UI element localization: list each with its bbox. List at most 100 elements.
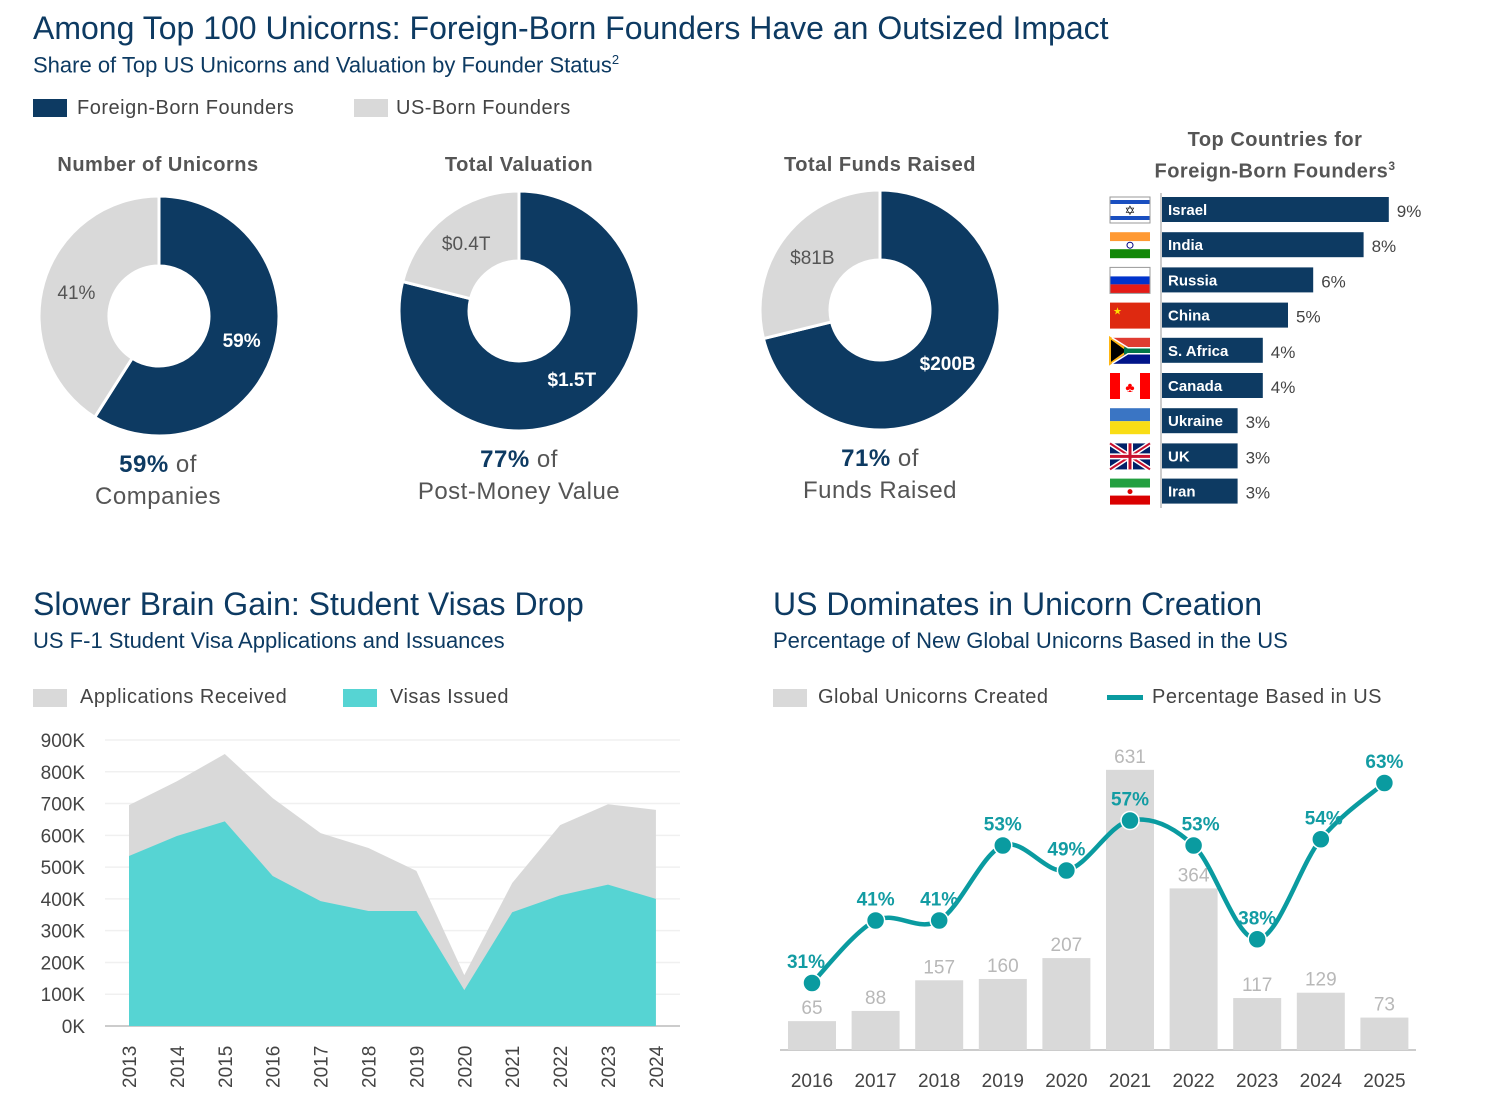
caption-percent: 71% <box>841 445 891 472</box>
flag-part <box>1110 284 1150 294</box>
y-tick-label: 700K <box>41 795 86 816</box>
legend-label-foreign: Foreign-Born Founders <box>77 97 295 119</box>
bar-value-label: 631 <box>1114 747 1146 768</box>
bar-value-label: 5% <box>1296 308 1321 327</box>
line-point <box>865 910 886 931</box>
flag-part <box>1110 200 1150 204</box>
bar-2023 <box>1233 998 1282 1050</box>
legend-label-applications: Applications Received <box>80 686 288 708</box>
caption-label: Companies <box>95 483 221 510</box>
bar-iran <box>1162 478 1238 504</box>
bar-value-label: 8% <box>1372 237 1397 256</box>
bar-safrica <box>1162 337 1263 363</box>
unicorn-chart-subtitle: Percentage of New Global Unicorns Based … <box>773 628 1288 653</box>
x-tick-label: 2020 <box>1045 1071 1087 1092</box>
caption-of: of <box>529 446 558 473</box>
canada-flag-icon: ♣ <box>1110 373 1150 399</box>
percentage-label: 54% <box>1305 808 1343 829</box>
percentage-label: 53% <box>984 815 1022 836</box>
visa-chart-title: Slower Brain Gain: Student Visas Drop <box>33 586 584 622</box>
title-line1: Top Countries for <box>1187 129 1363 151</box>
bar-category-label: S. Africa <box>1168 343 1229 360</box>
bar-2018 <box>915 980 964 1050</box>
x-tick-label: 2017 <box>854 1071 896 1092</box>
flag-part <box>1110 276 1150 285</box>
percentage-label: 57% <box>1111 790 1149 811</box>
bar-value-label: 3% <box>1246 484 1271 503</box>
legend-label-us: US-Born Founders <box>396 97 571 119</box>
x-tick-label: 2023 <box>599 1046 620 1088</box>
bar-value-label: 129 <box>1305 970 1337 991</box>
x-tick-label: 2013 <box>120 1046 141 1088</box>
bar-value-label: 207 <box>1051 935 1083 956</box>
bar-russia <box>1162 267 1314 293</box>
flag-part <box>1110 373 1120 399</box>
unicorn-chart-title: US Dominates in Unicorn Creation <box>773 586 1263 622</box>
caption-percent: 59% <box>119 451 169 478</box>
legend-swatch-foreign <box>33 99 67 117</box>
bar-2025 <box>1360 1017 1409 1050</box>
x-tick-label: 2021 <box>1109 1071 1151 1092</box>
x-tick-label: 2016 <box>264 1046 285 1088</box>
page-title: Among Top 100 Unicorns: Foreign-Born Fou… <box>33 10 1109 46</box>
percentage-line <box>810 781 1386 985</box>
slice-label: 41% <box>57 283 95 304</box>
flag-part <box>1110 302 1150 329</box>
flag-part <box>1110 421 1150 435</box>
donut-title: Total Valuation <box>444 154 594 176</box>
bar-2024 <box>1296 992 1345 1050</box>
bar-value-label: 160 <box>987 956 1019 977</box>
donut-chart: $200B $81B <box>758 188 1002 432</box>
bar-category-label: Ukraine <box>1168 413 1223 430</box>
bar-2022 <box>1169 888 1218 1050</box>
x-tick-label: 2018 <box>918 1071 960 1092</box>
caption-label: Post-Money Value <box>417 478 621 505</box>
x-tick-label: 2019 <box>407 1046 428 1088</box>
flag-part <box>1110 216 1150 220</box>
legend-swatch-global <box>773 689 807 707</box>
flag-part <box>1140 373 1150 399</box>
x-tick-label: 2024 <box>647 1045 668 1088</box>
uk-flag-icon <box>1108 441 1152 472</box>
donut-caption: 77% of Post-Money Value <box>359 444 679 508</box>
bar-value-label: 6% <box>1321 272 1346 291</box>
donut-title: Total Funds Raised <box>784 154 976 176</box>
bar-value-label: 364 <box>1178 865 1210 886</box>
donut-slice <box>397 189 641 433</box>
bar-value-label: 117 <box>1242 975 1272 996</box>
x-tick-label: 2024 <box>1300 1071 1343 1092</box>
bar-category-label: Israel <box>1168 202 1207 219</box>
bar-value-label: 3% <box>1246 413 1271 432</box>
legend-swatch-applications <box>33 689 67 707</box>
line-point <box>1120 810 1140 831</box>
bar-ukraine <box>1162 408 1238 434</box>
y-tick-label: 200K <box>41 953 86 974</box>
x-tick-label: 2025 <box>1363 1071 1405 1092</box>
line-point <box>1056 860 1077 881</box>
bar-uk <box>1162 443 1238 469</box>
percentage-label: 63% <box>1365 752 1403 773</box>
emblem <box>1127 489 1133 495</box>
flag-part <box>1110 408 1150 422</box>
caption-of: of <box>168 451 197 478</box>
donut-chart: 59% 41% <box>37 194 281 438</box>
iran-flag-icon <box>1110 478 1150 505</box>
bar-category-label: UK <box>1168 448 1190 465</box>
south-africa-flag-icon <box>1109 335 1150 366</box>
bar-category-label: Russia <box>1168 272 1218 289</box>
x-tick-label: 2022 <box>1172 1071 1214 1092</box>
donut-slice <box>400 189 521 301</box>
subtitle-text: Share of Top US Unicorns and Valuation b… <box>33 52 612 78</box>
china-flag-icon: ★ <box>1110 302 1150 329</box>
line-point <box>1374 773 1395 793</box>
slice-label: $0.4T <box>442 234 491 255</box>
donut-slice <box>92 194 281 438</box>
donut-caption: 71% of Funds Raised <box>720 443 1040 507</box>
line-point <box>1311 829 1331 849</box>
line-point <box>929 910 949 931</box>
bar-india <box>1162 232 1364 258</box>
slice-label: $1.5T <box>548 370 597 391</box>
bar-china <box>1162 302 1288 328</box>
bar-value-label: 157 <box>923 957 955 978</box>
